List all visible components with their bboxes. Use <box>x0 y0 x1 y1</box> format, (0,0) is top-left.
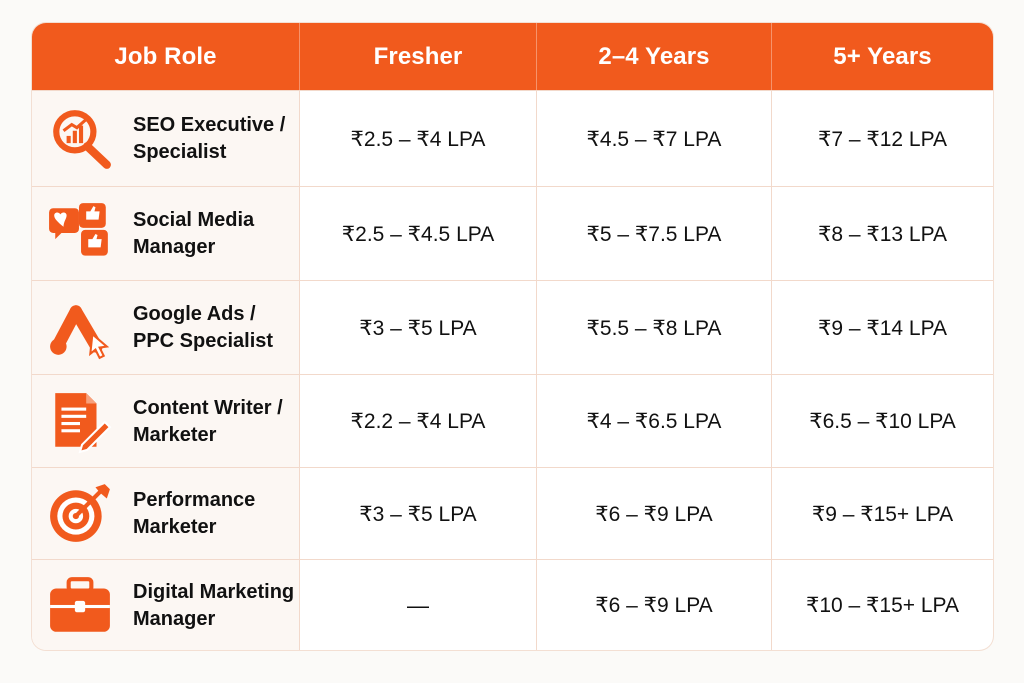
role-label: Content Writer / Marketer <box>133 396 283 446</box>
role-cell: Google Ads / PPC Specialist <box>32 281 299 375</box>
salary-5-plus-years: ₹9 – ₹14 LPA <box>817 316 948 340</box>
table-row: Digital Marketing Manager — ₹6 – ₹9 LPA ₹… <box>32 559 993 650</box>
role-cell: Social Media Manager <box>32 187 299 281</box>
table-row: Social Media Manager ₹2.5 – ₹4.5 LPA ₹5 –… <box>32 186 993 281</box>
role-label: Social Media Manager <box>133 209 255 258</box>
column-divider <box>536 90 537 650</box>
header-fresher: Fresher <box>373 42 463 70</box>
salary-fresher: — <box>407 592 429 618</box>
salary-fresher: ₹3 – ₹5 LPA <box>359 502 477 526</box>
social-likes-icon <box>49 203 108 256</box>
table-row: Google Ads / PPC Specialist ₹3 – ₹5 LPA ₹… <box>32 280 993 375</box>
table-header: Job Role Fresher 2–4 Years 5+ Years <box>32 23 993 90</box>
salary-2-4-years: ₹6 – ₹9 LPA <box>595 594 713 617</box>
role-label: SEO Executive / Specialist <box>133 114 286 163</box>
role-cell: Performance Marketer <box>32 468 299 560</box>
header-divider <box>536 23 537 90</box>
header-divider <box>771 23 772 90</box>
salary-5-plus-years: ₹9 – ₹15+ LPA <box>811 502 954 526</box>
table-row: SEO Executive / Specialist ₹2.5 – ₹4 LPA … <box>32 90 993 187</box>
table-row: Content Writer / Marketer ₹2.2 – ₹4 LPA ₹… <box>32 374 993 468</box>
salary-2-4-years: ₹4.5 – ₹7 LPA <box>586 127 722 151</box>
role-label: Digital Marketing Manager <box>133 580 295 630</box>
salary-2-4-years: ₹5 – ₹7.5 LPA <box>586 222 722 246</box>
header-job-role: Job Role <box>114 42 217 70</box>
role-label: Google Ads / PPC Specialist <box>133 303 274 352</box>
salary-5-plus-years: ₹8 – ₹13 LPA <box>817 222 948 246</box>
seo-analytics-magnifier-icon <box>53 110 111 169</box>
google-ads-click-icon <box>50 305 110 360</box>
salary-2-4-years: ₹6 – ₹9 LPA <box>595 502 713 526</box>
salary-fresher: ₹2.2 – ₹4 LPA <box>350 410 486 433</box>
salary-table: Job Role Fresher 2–4 Years 5+ Years <box>32 23 993 650</box>
salary-5-plus-years: ₹7 – ₹12 LPA <box>817 127 948 151</box>
salary-5-plus-years: ₹10 – ₹15+ LPA <box>805 594 960 617</box>
content-document-pencil-icon <box>55 392 112 453</box>
role-cell: SEO Executive / Specialist <box>32 91 299 187</box>
header-2-4-years: 2–4 Years <box>598 42 710 70</box>
role-cell: Digital Marketing Manager <box>32 560 299 650</box>
target-arrow-icon <box>50 484 110 542</box>
header-divider <box>299 23 300 90</box>
briefcase-icon <box>50 576 110 632</box>
salary-fresher: ₹3 – ₹5 LPA <box>359 316 477 340</box>
column-divider <box>299 90 300 650</box>
role-cell: Content Writer / Marketer <box>32 375 299 468</box>
table-row: Performance Marketer ₹3 – ₹5 LPA ₹6 – ₹9 … <box>32 467 993 560</box>
salary-2-4-years: ₹5.5 – ₹8 LPA <box>586 316 722 340</box>
salary-fresher: ₹2.5 – ₹4 LPA <box>350 127 486 151</box>
role-label: Performance Marketer <box>133 489 256 538</box>
salary-fresher: ₹2.5 – ₹4.5 LPA <box>341 222 495 246</box>
column-divider <box>771 90 772 650</box>
salary-2-4-years: ₹4 – ₹6.5 LPA <box>586 410 722 433</box>
header-5-plus-years: 5+ Years <box>833 42 932 70</box>
salary-5-plus-years: ₹6.5 – ₹10 LPA <box>809 410 956 433</box>
